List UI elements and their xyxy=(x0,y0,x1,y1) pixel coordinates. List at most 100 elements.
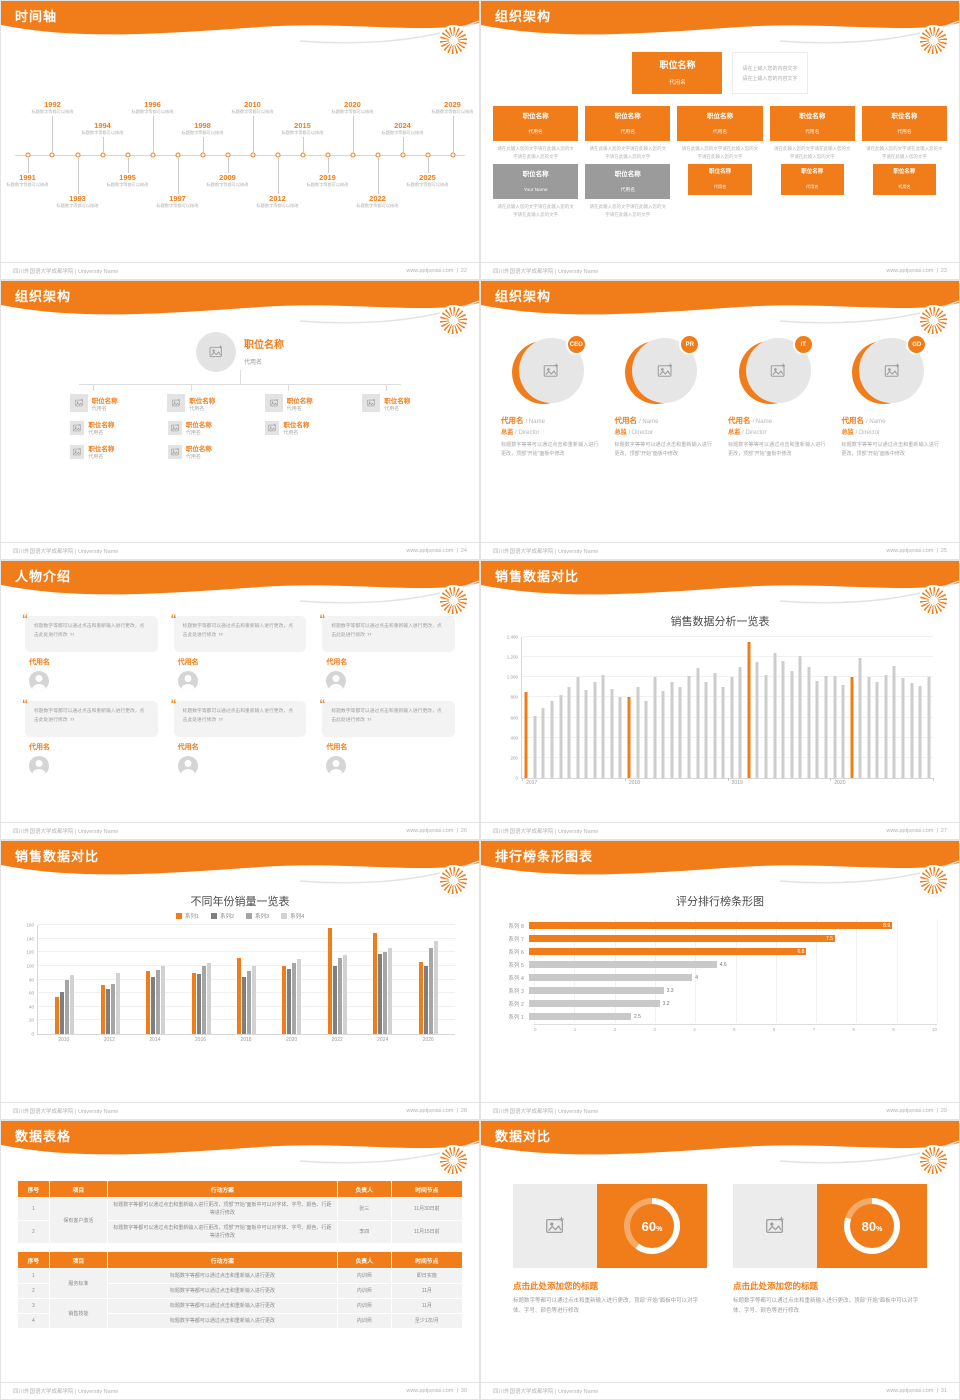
timeline-stem xyxy=(77,157,79,194)
timeline-dot xyxy=(350,152,355,157)
slide-header: 数据表格 xyxy=(1,1121,479,1174)
category-label: 系列 4 xyxy=(508,975,524,982)
bar-group xyxy=(236,925,256,1034)
slide-22-timeline[interactable]: 时间轴 1991 标题数字等都可以修改 1992 标题数字等都可以修改 1993 标题数字… xyxy=(0,0,480,280)
timeline-label: 1994 标题数字等都可以修改 xyxy=(81,121,124,136)
bar xyxy=(867,677,871,778)
bar xyxy=(550,701,554,778)
category-label: 系列 1 xyxy=(508,1014,524,1021)
quote-open-icon: “ xyxy=(170,697,177,711)
timeline-label: 1997 标题数字等都可以修改 xyxy=(156,193,199,208)
chart-title: 销售数据分析一览表 xyxy=(670,616,770,628)
slide-footer: 四川外国语大学成都学院 | University Name www.pptjun… xyxy=(1,542,479,559)
bar xyxy=(670,682,674,778)
value-label: 3.3 xyxy=(666,987,674,994)
slide-25-org-members[interactable]: 组织架构 CEO 代用名 / Name 总监 / Director 标题数字等等可以通… xyxy=(480,280,960,560)
timeline-dot xyxy=(250,152,255,157)
bar xyxy=(798,656,802,778)
root-position-box: 职位名称 代用名 xyxy=(632,52,723,94)
header-wave xyxy=(481,841,959,884)
timeline-dot xyxy=(300,152,305,157)
slide-29-ranking-chart[interactable]: 排行榜条形图表 评分排行榜条形图 系列 8 8.9 系列 7 7.5 系列 6 6.8 系列… xyxy=(480,840,960,1120)
bar xyxy=(833,676,837,778)
bar xyxy=(601,675,605,778)
table-cell: 标题数字等都可以通过点击和重新输入进行更改 xyxy=(107,1284,337,1298)
timeline-stem xyxy=(152,115,154,152)
timeline-label: 1991 标题数字等都可以修改 xyxy=(6,172,49,187)
slide-27-sales-chart[interactable]: 销售数据对比 销售数据分析一览表 0 200 400 600 800 1,000 1,200… xyxy=(480,560,960,840)
slide-header: 排行榜条形图表 xyxy=(481,841,959,894)
bar xyxy=(696,668,700,778)
footer-school: 四川外国语大学成都学院 | University Name xyxy=(493,829,599,835)
table-row: 4 标题数字等都可以通过点击和重新输入进行更改 内训师 至少1次/月 xyxy=(18,1314,462,1328)
legend-item: 系列1 xyxy=(175,912,199,920)
member-name: 代用名 / Name xyxy=(841,416,886,425)
legend-item: 系列3 xyxy=(246,912,269,920)
timeline-stem xyxy=(302,136,304,152)
position-box: 职位名称 代用名 xyxy=(585,106,671,141)
bar xyxy=(824,676,828,778)
page-number: 27 xyxy=(940,828,947,834)
org-column: 职位名称 代用名 请在此输入您的文字请在此输入您的文字请在此输入您的文字 职位名称 代用… xyxy=(769,106,855,223)
member-role: 总监 / Director xyxy=(728,429,767,436)
quote-close-icon: ” xyxy=(69,716,75,728)
footer-school: 四川外国语大学成都学院 | University Name xyxy=(13,549,119,555)
image-placeholder-icon xyxy=(209,345,223,358)
ranking-row: 系列 2 3.2 xyxy=(493,997,937,1010)
table-cell: 2 xyxy=(18,1221,49,1243)
slide-footer: 四川外国语大学成都学院 | University Name www.pptjun… xyxy=(1,1382,479,1399)
slide-26-people-intro[interactable]: 人物介绍 “标题数字等都可以通过点击和重新输入进行更改，点击此处进行修改” 代用名… xyxy=(0,560,480,840)
org-column: 职位名称 代用名 请在此输入您的文字请在此输入您的文字请在此输入您的文字 职位名称 Yo… xyxy=(493,106,579,223)
image-placeholder-icon xyxy=(172,398,181,407)
bar xyxy=(653,677,657,778)
timeline-dot xyxy=(225,152,230,157)
timeline-dot xyxy=(100,152,105,157)
avatar-placeholder-icon xyxy=(196,332,236,372)
member-avatar: PR xyxy=(625,334,701,406)
quote-card: “标题数字等都可以通过点击和重新输入进行更改，点击此处进行修改” xyxy=(319,697,455,737)
header-wave xyxy=(1,1121,479,1164)
bar xyxy=(875,682,879,778)
donut-chart: 60% xyxy=(624,1198,680,1254)
bar xyxy=(644,701,648,778)
image-placeholder-icon xyxy=(268,423,277,431)
footer-school: 四川外国语大学成都学院 | University Name xyxy=(493,1389,599,1395)
slide-24-org-tree[interactable]: 组织架构 职位名称 代用名 职位名称 代用名 职位名称 代用名 职位名称 代用名 职位名称 代用… xyxy=(0,280,480,560)
bar xyxy=(858,658,862,778)
timeline-dot xyxy=(175,152,180,157)
position-box-small: 职位名称 代用名 xyxy=(872,164,936,196)
slide-28-yearly-chart[interactable]: 销售数据对比 不同年份销量一览表 系列1 系列2 系列3 系列4 0 20 40 60 80 1… xyxy=(0,840,480,1120)
timeline-label: 2022 标题数字等都可以修改 xyxy=(356,193,399,208)
timeline-stem xyxy=(127,157,129,173)
slide-31-data-compare[interactable]: 数据对比 60% 点击此处添加您的标题标题数字等都可以通过点击和重新输入进行更改，… xyxy=(480,1120,960,1400)
timeline-dot xyxy=(125,152,130,157)
slide-30-data-tables[interactable]: 数据表格 序号 项目 行动方案 负责人 时间节点 1 保有客户激活 标题数字等都可以通过点击和… xyxy=(0,1120,480,1400)
bar xyxy=(773,653,777,778)
slide-title: 销售数据对比 xyxy=(15,849,100,864)
panel-title: 点击此处添加您的标题 xyxy=(733,1281,819,1291)
bar xyxy=(567,687,571,778)
quote-close-icon: ” xyxy=(218,631,224,643)
table-header: 负责人 xyxy=(337,1181,391,1197)
quote-card: “标题数字等都可以通过点击和重新输入进行更改，点击此处进行修改” xyxy=(171,697,307,737)
panel-desc: 标题数字等都可以通过点击和重新输入进行更改，顶部“开始”面板中可以对字体、字号、… xyxy=(733,1298,919,1314)
compare-panel: 80% 点击此处添加您的标题 标题数字等都可以通过点击和重新输入进行更改，顶部“开始… xyxy=(733,1184,927,1317)
value-label: 6.8 xyxy=(797,948,805,955)
timeline-label: 2020 标题数字等都可以修改 xyxy=(331,100,374,115)
header-wave xyxy=(481,1121,959,1164)
member-desc: 标题数字等等可以通过点击和重新输入进行更改，顶部“开始”面板中修改 xyxy=(614,442,713,458)
member-role: 总监 / Director xyxy=(841,429,880,436)
root-position-label: 职位名称 代用名 xyxy=(244,339,284,366)
slide-title: 组织架构 xyxy=(495,289,552,304)
person-name: 代用名 xyxy=(29,744,50,751)
footer-site: www.pptjunias.com | 23 xyxy=(886,268,947,274)
image-placeholder-icon xyxy=(269,398,278,407)
timeline-stem xyxy=(452,115,454,152)
timeline-dot xyxy=(150,152,155,157)
slide-23-org-boxes[interactable]: 组织架构 职位名称 代用名 请在上输入您的内容文字 请在上输入您的内容文字 职位名… xyxy=(480,0,960,280)
position-box: 职位名称 代用名 xyxy=(861,106,948,141)
slide-header: 数据对比 xyxy=(481,1121,959,1174)
timeline-stem xyxy=(352,115,354,152)
bar: 8.9 xyxy=(529,922,893,929)
position-box-gray: 职位名称 代用名 xyxy=(585,164,671,200)
